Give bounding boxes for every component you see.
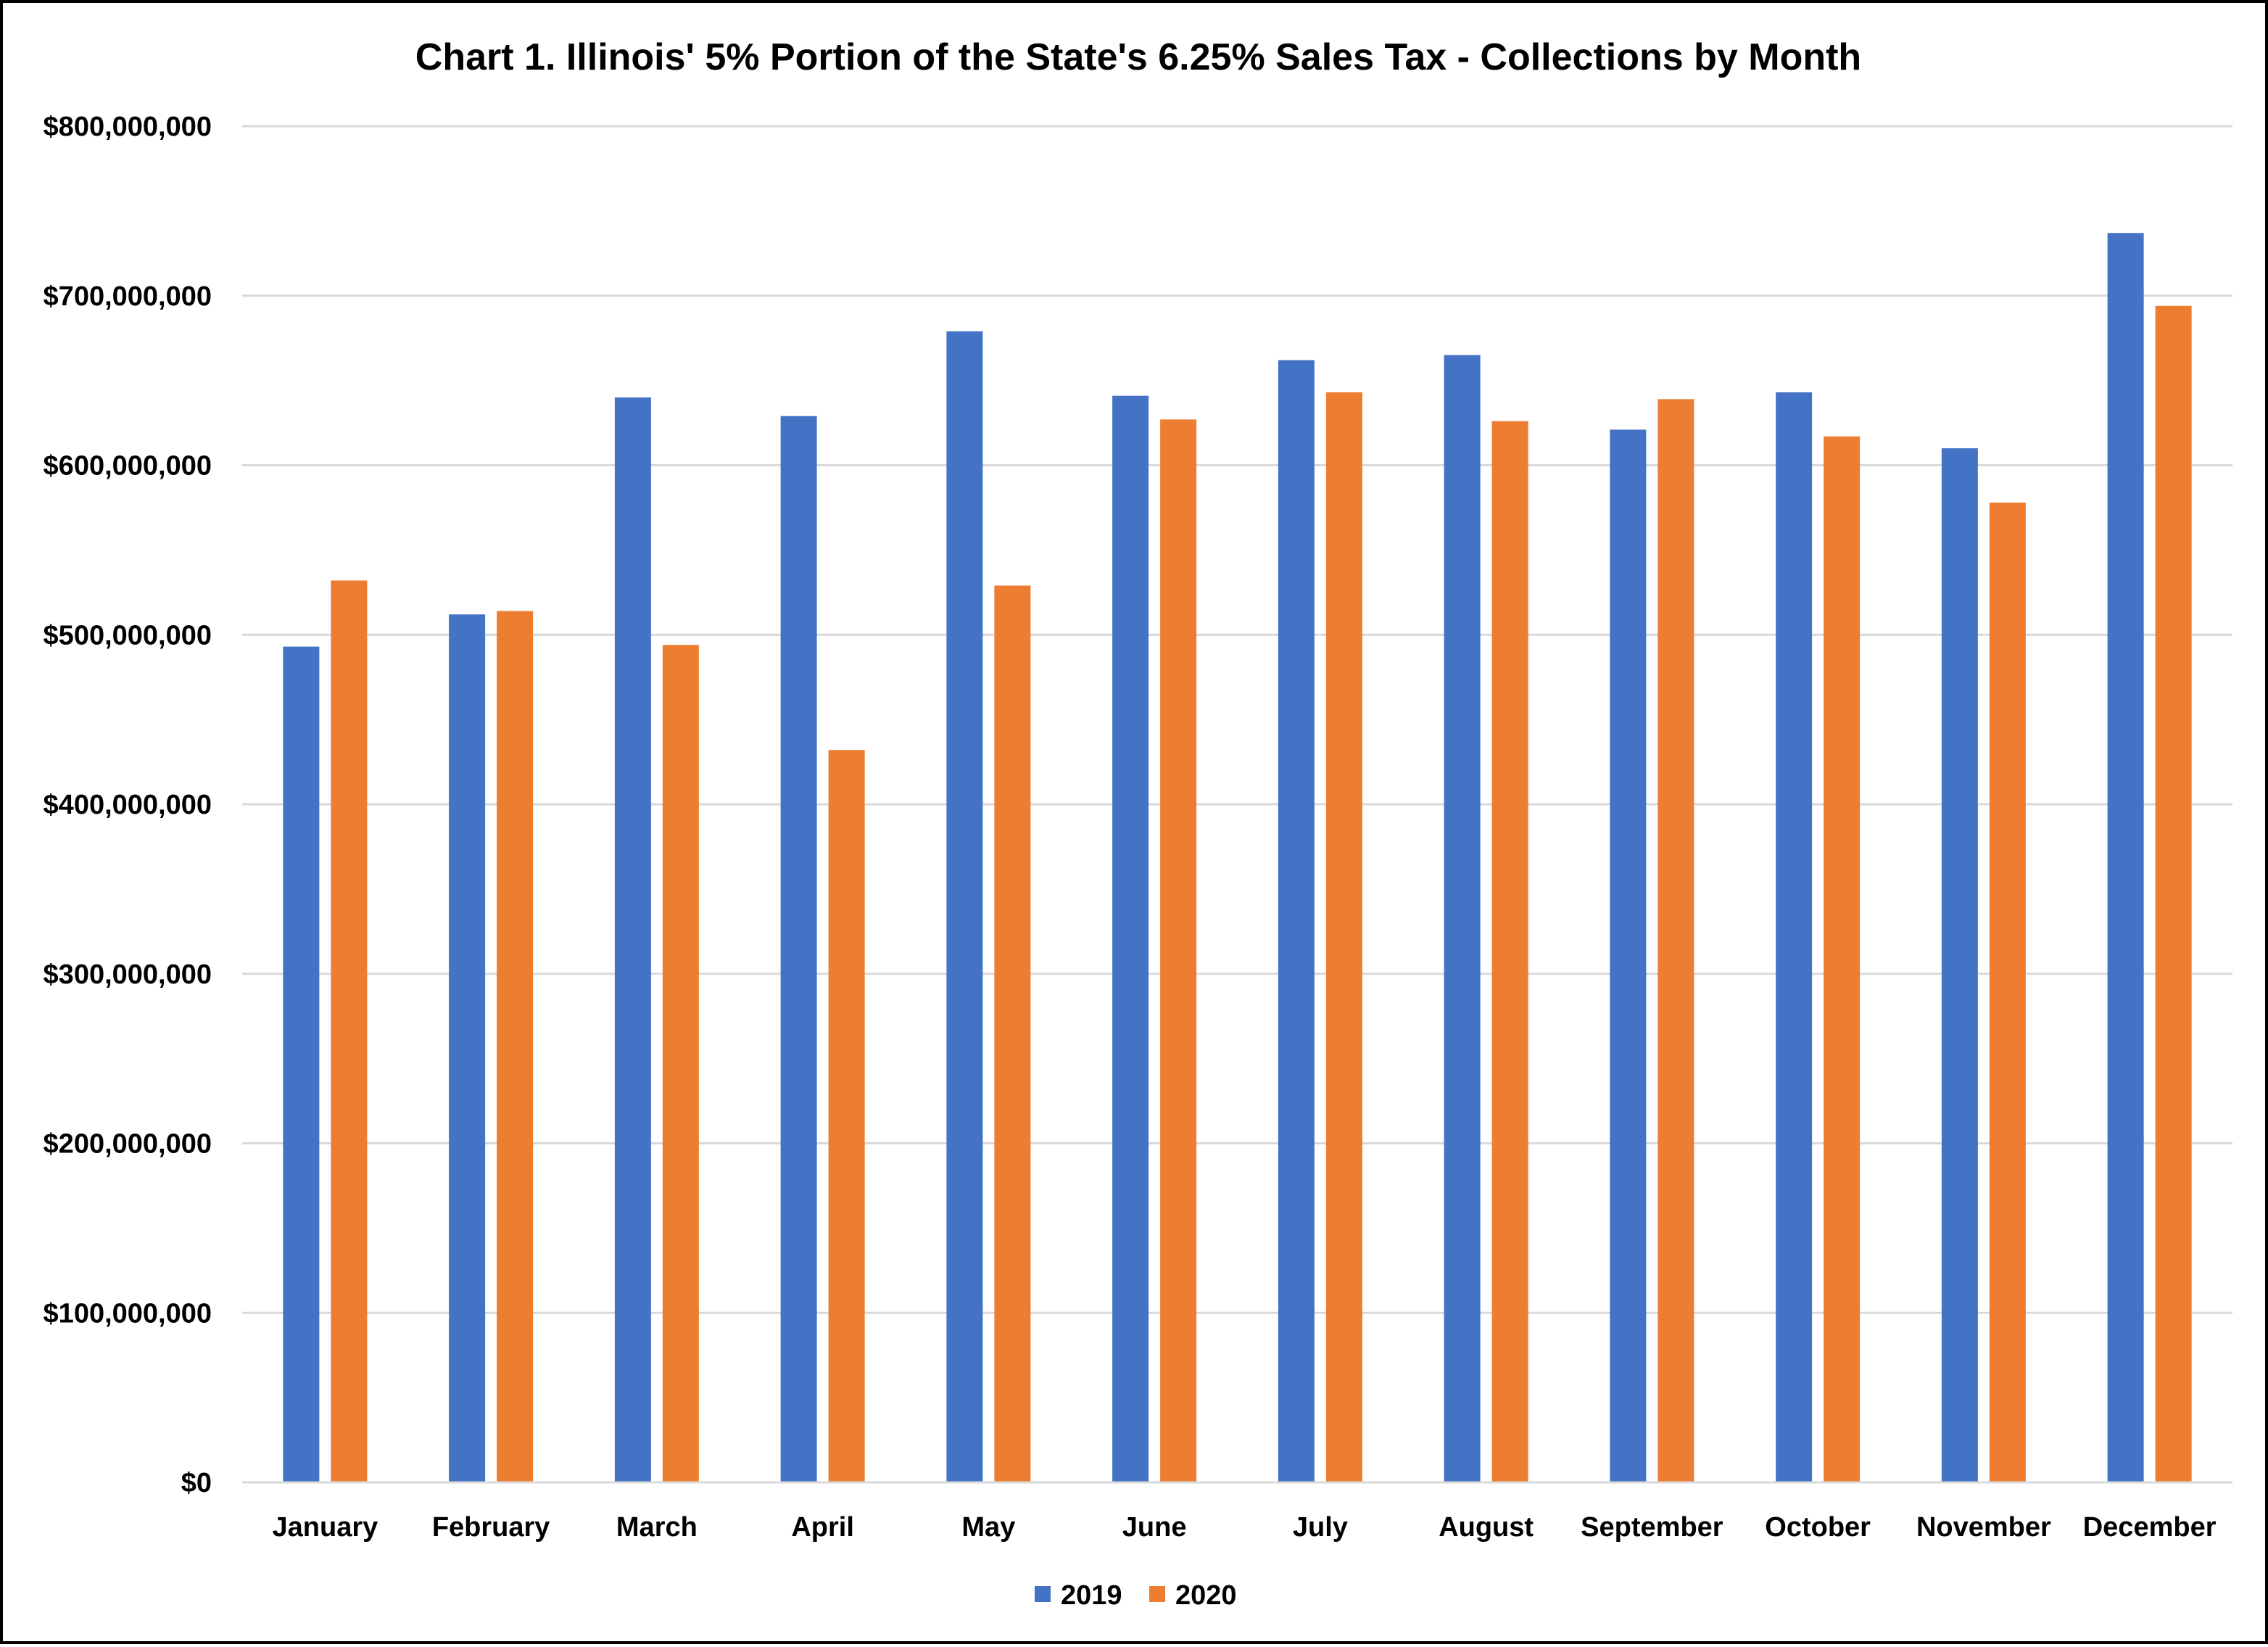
bar-2019-november <box>1941 448 1978 1482</box>
x-tick-label: February <box>432 1512 550 1543</box>
bar-2020-july <box>1325 392 1362 1482</box>
bar-2020-october <box>1824 436 1861 1483</box>
y-axis-tick-labels: $0 $100,000,000 $200,000,000 $300,000,000 $4… <box>44 112 212 1498</box>
x-tick-label: July <box>1293 1512 1348 1543</box>
bar-2019-february <box>449 614 486 1483</box>
x-tick-label: September <box>1581 1512 1723 1543</box>
x-axis-tick-labels: January February March April May June July Augu… <box>273 1512 2217 1543</box>
bar-2019-april <box>780 416 817 1482</box>
bar-2019-september <box>1610 429 1647 1482</box>
bars <box>283 233 2192 1483</box>
x-tick-label: March <box>616 1512 698 1543</box>
y-tick-label: $500,000,000 <box>44 620 212 651</box>
x-tick-label: May <box>961 1512 1015 1543</box>
bar-2019-august <box>1444 355 1481 1482</box>
x-tick-label: April <box>791 1512 854 1543</box>
y-tick-label: $700,000,000 <box>44 281 212 312</box>
legend: 2019 2020 <box>1035 1580 1237 1611</box>
bar-2020-september <box>1657 399 1694 1482</box>
bar-2019-may <box>946 331 983 1482</box>
bar-2019-october <box>1776 392 1813 1482</box>
y-tick-label: $400,000,000 <box>44 790 212 820</box>
x-tick-label: August <box>1439 1512 1534 1543</box>
y-tick-label: $600,000,000 <box>44 451 212 482</box>
legend-swatch-2019 <box>1035 1586 1051 1602</box>
bar-2020-february <box>497 611 534 1482</box>
bar-2020-april <box>828 750 865 1482</box>
bar-2020-november <box>1989 502 2026 1482</box>
bar-2020-august <box>1491 421 1528 1482</box>
bar-2020-december <box>2155 305 2192 1482</box>
bar-2019-june <box>1112 395 1149 1482</box>
bar-chart: Chart 1. Illinois' 5% Portion of the Sta… <box>44 36 2232 1611</box>
x-tick-label: November <box>1916 1512 2051 1543</box>
y-tick-label: $800,000,000 <box>44 112 212 142</box>
chart-title: Chart 1. Illinois' 5% Portion of the Sta… <box>415 36 1861 78</box>
x-tick-label: January <box>273 1512 378 1543</box>
legend-label-2020: 2020 <box>1175 1580 1237 1611</box>
y-tick-label: $100,000,000 <box>44 1298 212 1329</box>
y-tick-label: $300,000,000 <box>44 959 212 990</box>
bar-2019-december <box>2107 233 2144 1483</box>
x-tick-label: October <box>1765 1512 1871 1543</box>
legend-label-2019: 2019 <box>1061 1580 1122 1611</box>
legend-swatch-2020 <box>1149 1586 1165 1602</box>
x-tick-label: June <box>1122 1512 1187 1543</box>
bar-2020-march <box>662 645 699 1482</box>
gridlines <box>242 125 2232 1314</box>
y-tick-label: $200,000,000 <box>44 1129 212 1160</box>
bar-2019-july <box>1278 360 1315 1483</box>
bar-2019-january <box>283 646 320 1482</box>
bar-2019-march <box>614 397 651 1482</box>
y-tick-label: $0 <box>181 1468 212 1498</box>
bar-2020-june <box>1160 419 1197 1483</box>
x-tick-label: December <box>2083 1512 2217 1543</box>
bar-2020-may <box>994 585 1031 1482</box>
bar-2020-january <box>331 580 368 1483</box>
